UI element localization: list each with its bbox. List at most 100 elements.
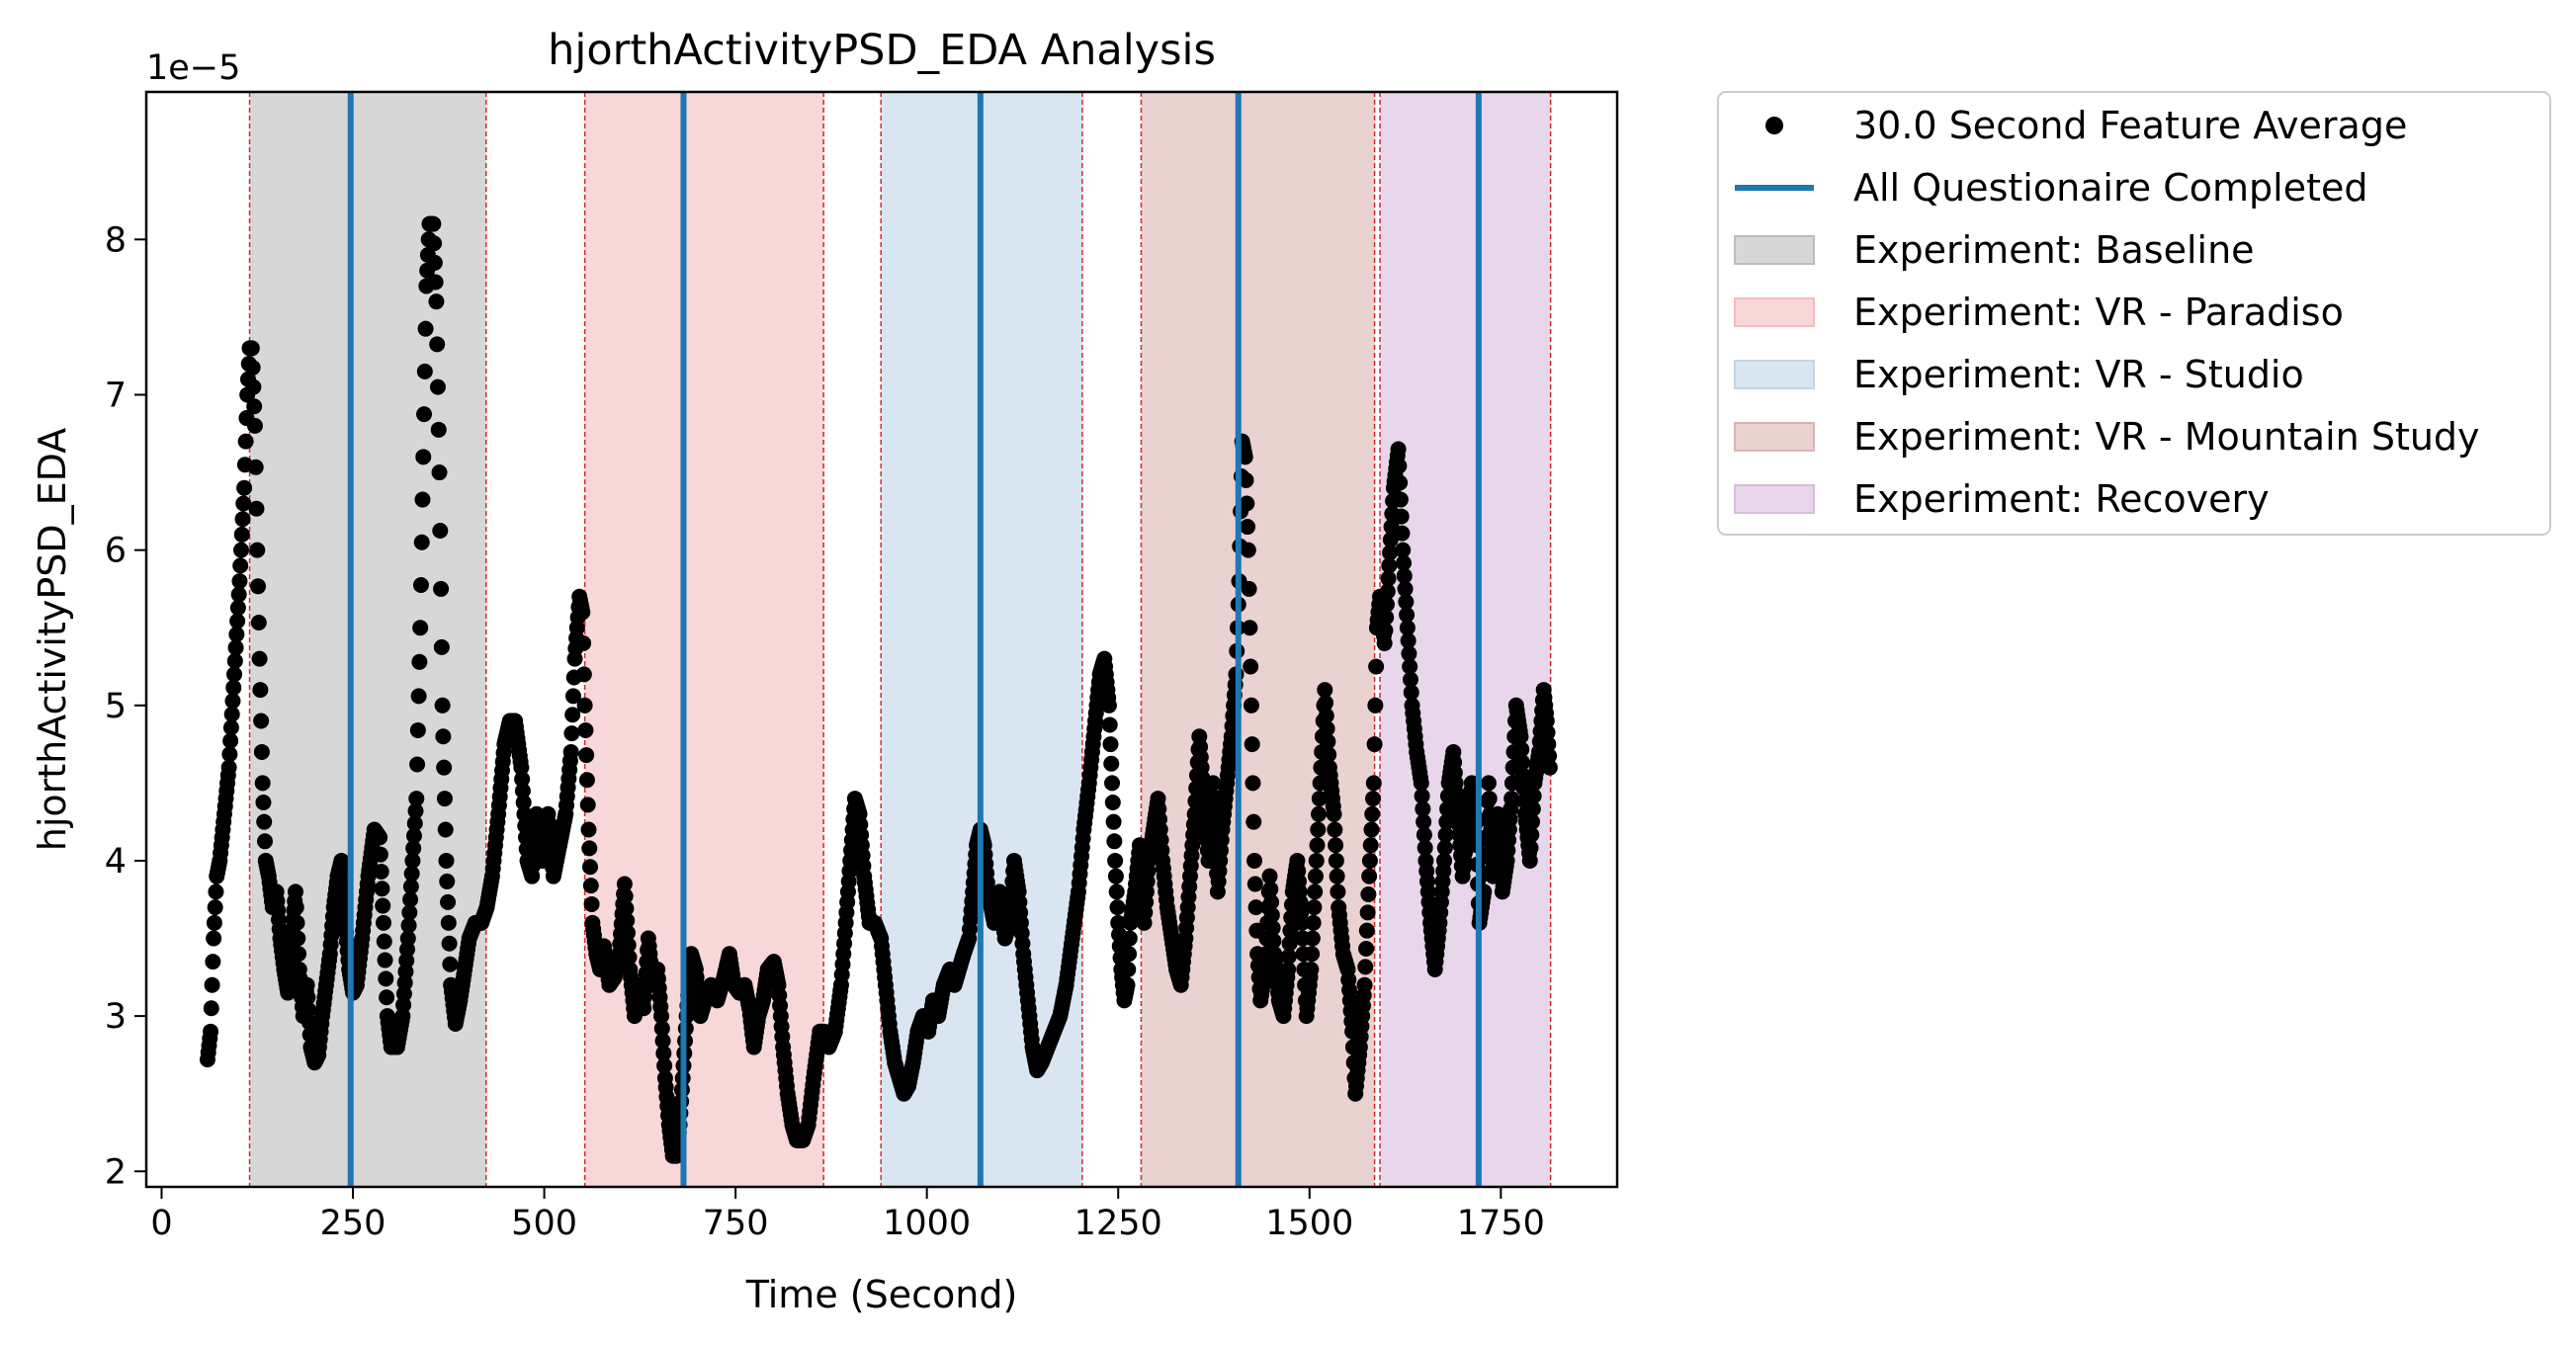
data-point-226 — [372, 829, 388, 846]
data-point-74 — [255, 795, 272, 811]
data-point-286 — [417, 320, 434, 337]
data-point-477 — [563, 725, 580, 742]
data-point-1733 — [1524, 800, 1541, 817]
data-point-1753 — [1540, 736, 1557, 753]
data-point-5 — [203, 1023, 219, 1040]
data-point-1617 — [1436, 852, 1453, 869]
data-point-133 — [301, 1001, 317, 1018]
data-point-1525 — [1365, 775, 1382, 792]
data-point-597 — [655, 1045, 672, 1061]
data-point-412 — [514, 771, 531, 788]
data-point-500 — [581, 840, 598, 857]
data-point-38 — [227, 639, 244, 656]
data-point-1315 — [1205, 775, 1222, 792]
legend-label-experiment-baseline: Experiment: Baseline — [1853, 228, 2255, 272]
data-point-119 — [290, 930, 306, 947]
data-point-497 — [578, 772, 595, 789]
data-point-9 — [206, 930, 222, 947]
data-point-69 — [251, 650, 268, 667]
data-point-1362 — [1241, 580, 1257, 597]
data-point-308 — [434, 697, 451, 714]
data-point-283 — [415, 449, 432, 465]
data-point-1515 — [1358, 941, 1375, 958]
data-point-1363 — [1242, 620, 1258, 636]
data-point-478 — [564, 707, 581, 723]
data-point-270 — [405, 840, 422, 857]
data-point-131 — [299, 976, 315, 993]
data-point-493 — [575, 666, 592, 683]
data-point-1528 — [1368, 658, 1385, 675]
data-point-281 — [413, 534, 430, 550]
data-point-1573 — [1402, 671, 1418, 688]
data-point-75 — [256, 813, 273, 830]
data-point-1449 — [1307, 868, 1324, 884]
data-point-1718 — [1513, 741, 1530, 758]
data-point-276 — [409, 721, 426, 738]
data-point-11 — [207, 899, 223, 916]
data-point-1393 — [1264, 920, 1281, 937]
data-point-10 — [206, 914, 222, 931]
data-point-1574 — [1403, 684, 1419, 701]
data-point-476 — [562, 743, 579, 760]
data-point-232 — [376, 933, 392, 950]
data-point-297 — [426, 235, 443, 252]
data-point-12 — [208, 883, 224, 900]
data-point-48 — [235, 495, 252, 512]
data-point-1390 — [1262, 881, 1279, 897]
data-point-1569 — [1399, 620, 1416, 636]
data-point-317 — [441, 935, 458, 952]
data-point-235 — [379, 989, 395, 1006]
data-point-49 — [236, 479, 253, 496]
data-point-303 — [430, 421, 447, 438]
data-point-1454 — [1311, 791, 1328, 807]
data-point-501 — [582, 859, 599, 876]
data-point-275 — [409, 756, 426, 773]
data-point-1206 — [1121, 930, 1138, 947]
data-point-1568 — [1399, 607, 1416, 624]
data-point-1465 — [1320, 733, 1336, 750]
data-point-1526 — [1366, 736, 1383, 753]
data-point-1361 — [1240, 542, 1256, 558]
x-tick-label-1500: 1500 — [1265, 1204, 1353, 1243]
data-point-32 — [222, 719, 239, 736]
data-point-273 — [407, 802, 424, 819]
data-point-1719 — [1514, 754, 1530, 771]
x-tick-label-1750: 1750 — [1457, 1204, 1545, 1243]
data-point-1591 — [1416, 826, 1432, 843]
x-tick-label-250: 250 — [320, 1204, 386, 1243]
data-point-118 — [289, 914, 305, 931]
data-point-306 — [433, 580, 450, 597]
x-axis-label: Time (Second) — [745, 1273, 1018, 1316]
legend-label-experiment-vr-studio: Experiment: VR - Studio — [1853, 353, 2304, 396]
data-point-1413 — [1280, 961, 1297, 977]
data-point-51 — [237, 433, 254, 450]
y-tick-label-3: 3 — [105, 997, 127, 1037]
data-point-178 — [334, 878, 351, 894]
data-point-1474 — [1327, 821, 1343, 838]
data-point-1365 — [1243, 697, 1259, 714]
data-point-47 — [234, 511, 251, 528]
data-point-1564 — [1396, 554, 1412, 571]
data-point-1477 — [1329, 868, 1345, 884]
y-axis-ticks: 2 3 4 5 6 7 8 — [105, 220, 146, 1192]
data-point-1184 — [1104, 795, 1121, 811]
data-point-1513 — [1356, 976, 1373, 993]
legend-frame — [1717, 91, 2551, 536]
data-point-1544 — [1380, 570, 1397, 587]
data-point-7 — [204, 976, 220, 993]
data-point-44 — [232, 557, 249, 574]
data-point-227 — [372, 846, 388, 863]
data-point-1186 — [1106, 833, 1123, 850]
data-point-1367 — [1245, 775, 1261, 792]
data-point-1755 — [1541, 759, 1558, 776]
data-point-1391 — [1263, 893, 1280, 910]
data-point-30 — [221, 746, 238, 763]
data-point-1191 — [1110, 914, 1127, 931]
y-tick-label-7: 7 — [105, 376, 127, 415]
data-point-1729 — [1521, 852, 1538, 869]
legend-label-30-0-second-feature-average: 30.0 Second Feature Average — [1853, 104, 2407, 147]
y-tick-label-8: 8 — [105, 220, 127, 260]
data-point-313 — [438, 852, 455, 869]
data-point-1539 — [1376, 634, 1393, 651]
data-point-1559 — [1392, 474, 1409, 491]
